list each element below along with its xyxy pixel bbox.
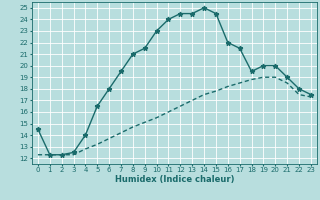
X-axis label: Humidex (Indice chaleur): Humidex (Indice chaleur): [115, 175, 234, 184]
